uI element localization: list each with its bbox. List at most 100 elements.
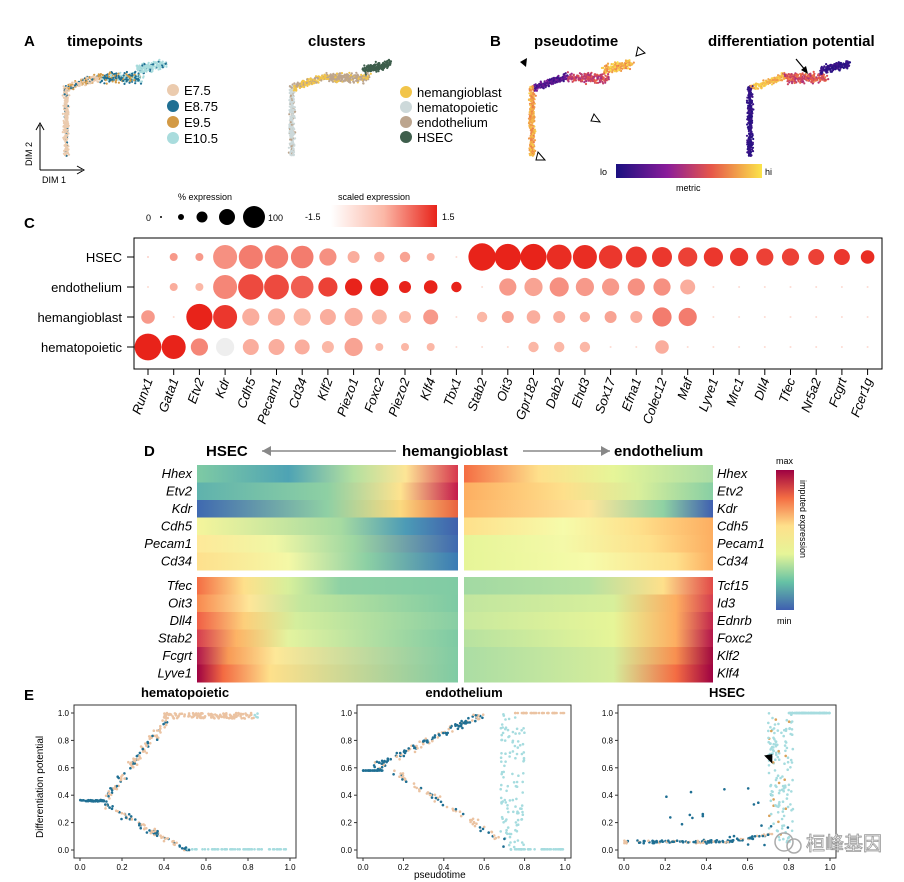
cell-point [750,87,753,90]
scatter-point [250,717,254,720]
cell-point [119,74,122,77]
cell-point [366,71,369,75]
cell-point [632,61,635,64]
cell-point [66,123,69,126]
cell-point [811,74,814,78]
dotplot-dot [598,245,623,269]
cell-point [293,87,296,90]
dotplot-gene-label: Nr5a2 [798,375,824,414]
cell-point [136,67,139,71]
cell-point [66,115,69,118]
colorbar-label: metric [676,183,701,193]
scatter-point [386,757,390,760]
scatter-point [418,789,421,793]
scatter-point [163,726,166,729]
scatter-point [121,773,124,777]
cell-point [747,143,750,146]
cell-point [527,137,531,140]
scatter-point [123,772,126,775]
scatter-point [521,711,525,715]
cell-point [605,77,608,80]
scatter-point [123,812,126,816]
cell-point [569,73,572,76]
dotplot-dot [840,286,843,288]
scatter-point [445,805,449,809]
dotplot-dot [319,309,336,325]
scatter-point [203,848,207,851]
y-tick-label: 0.0 [341,846,353,855]
cell-point [144,67,147,71]
dotplot-dot [602,278,620,296]
cell-point [809,74,812,77]
dotplot-dot [680,279,696,295]
scatter-point [111,805,114,808]
cell-point [531,111,534,114]
dotplot-dot [319,248,337,266]
dotplot-row-label: hemangioblast [37,310,122,325]
cell-point [580,75,583,78]
arrowhead-icon [635,46,646,57]
scatter-point [398,751,402,755]
dotplot-dot [371,309,387,325]
cell-point [61,112,64,115]
scatter-point [127,813,131,816]
cell-point [149,68,152,71]
cell-point [110,78,113,81]
scatter-point [497,835,500,839]
scatter-point [487,831,491,834]
cell-point [530,102,533,105]
scatter-point [558,848,562,851]
cell-point [825,68,828,71]
cell-point [821,68,824,71]
cell-point [62,128,65,132]
heatmap-gene-right: Hhex [717,466,748,481]
cell-point [64,106,67,109]
y-tick-label: 0.0 [58,846,70,855]
cell-point [112,76,115,79]
scatter-point [215,848,219,851]
cell-point [291,130,294,133]
scatter-point [407,747,411,750]
legend-label: endothelium [417,115,488,130]
dotplot-dot [213,245,238,269]
cell-point [817,81,820,84]
scatter-point [541,711,544,715]
scatter-point [120,817,123,821]
scatter-point [124,816,128,819]
cell-point [355,71,358,74]
cell-point [100,79,103,83]
cell-point [542,87,545,90]
scatter-point [155,729,159,732]
dotplot-dot [401,343,409,351]
cell-point [85,82,88,85]
cell-point [762,81,766,84]
cell-point [66,119,69,123]
cell-point [529,85,532,88]
scatter-point [459,814,463,818]
cell-point [64,115,67,118]
dotplot-dot [399,311,411,323]
scatter-point [364,769,367,772]
scatter-point [431,736,435,739]
dotplot-dot [703,247,724,267]
scatter-point [514,784,518,788]
scatter-point [772,798,775,801]
cell-point [529,123,533,127]
cell-point [105,82,108,85]
scatter-point [561,711,565,715]
scatter-point [159,724,162,728]
scatter-point [380,759,384,763]
cell-point [749,104,752,107]
scatter-point [506,826,510,829]
cell-point [824,76,827,79]
scatter-point [511,798,515,802]
heatmap-gene-left: Tfec [167,578,193,593]
cell-point [584,82,588,86]
dotplot-gene-label: Kdr [212,375,233,400]
dotplot-dot [455,316,458,318]
dotplot-dot [763,286,766,288]
cell-point [61,94,64,97]
cell-point [362,76,365,79]
cell-point [750,131,753,134]
